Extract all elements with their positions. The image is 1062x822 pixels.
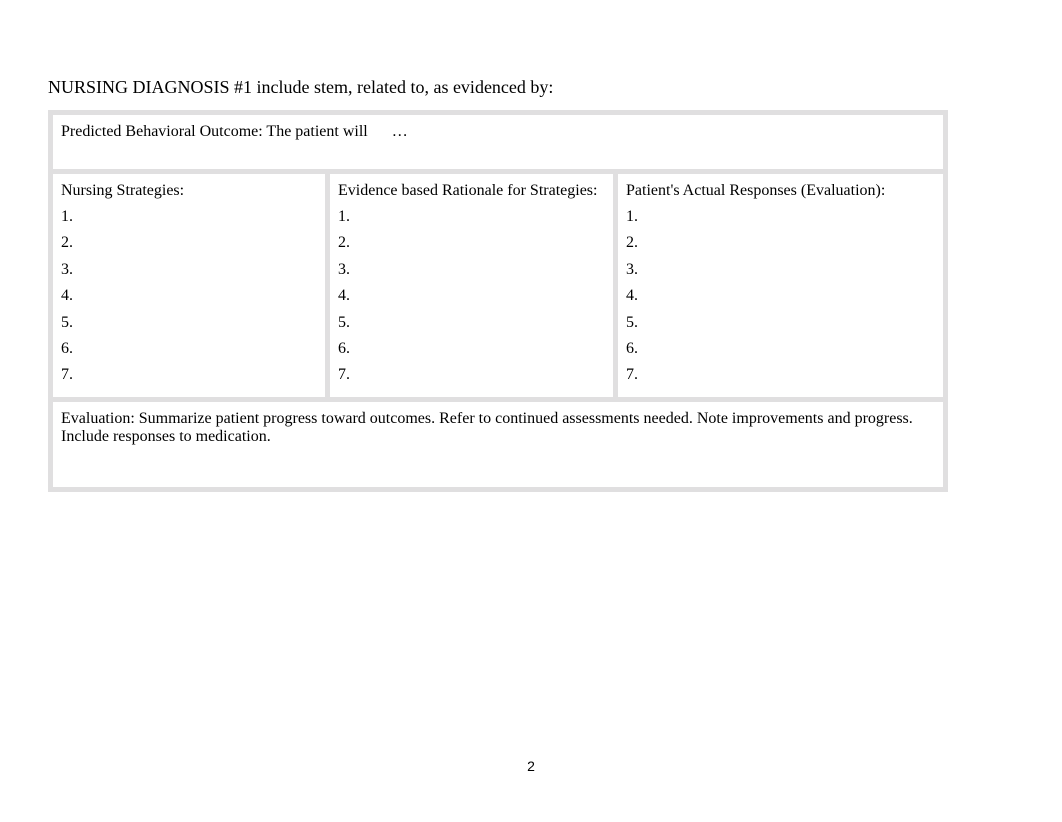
list-item: 2. bbox=[61, 230, 317, 256]
diagnosis-table: Predicted Behavioral Outcome: The patien… bbox=[48, 110, 948, 492]
nursing-strategies-column: Nursing Strategies: 1. 2. 3. 4. 5. 6. 7. bbox=[53, 174, 330, 397]
list-item: 6. bbox=[61, 336, 317, 362]
col2-header: Evidence based Rationale for Strategies: bbox=[338, 182, 605, 200]
rationale-column: Evidence based Rationale for Strategies:… bbox=[330, 174, 618, 397]
list-item: 3. bbox=[626, 257, 935, 283]
responses-column: Patient's Actual Responses (Evaluation):… bbox=[618, 174, 943, 397]
list-item: 2. bbox=[626, 230, 935, 256]
list-item: 5. bbox=[338, 310, 605, 336]
list-item: 3. bbox=[338, 257, 605, 283]
page-number: 2 bbox=[0, 758, 1062, 774]
three-column-section: Nursing Strategies: 1. 2. 3. 4. 5. 6. 7.… bbox=[53, 174, 943, 402]
list-item: 1. bbox=[626, 204, 935, 230]
list-item: 1. bbox=[338, 204, 605, 230]
list-item: 3. bbox=[61, 257, 317, 283]
evaluation-row: Evaluation: Summarize patient progress t… bbox=[53, 402, 943, 487]
list-item: 7. bbox=[338, 362, 605, 388]
outcome-label: Predicted Behavioral Outcome: The patien… bbox=[61, 123, 368, 140]
list-item: 1. bbox=[61, 204, 317, 230]
list-item: 5. bbox=[61, 310, 317, 336]
section-title: NURSING DIAGNOSIS #1 include stem, relat… bbox=[48, 77, 1014, 98]
list-item: 6. bbox=[626, 336, 935, 362]
list-item: 4. bbox=[626, 283, 935, 309]
list-item: 4. bbox=[61, 283, 317, 309]
list-item: 4. bbox=[338, 283, 605, 309]
col3-header: Patient's Actual Responses (Evaluation): bbox=[626, 182, 935, 200]
list-item: 7. bbox=[626, 362, 935, 388]
list-item: 2. bbox=[338, 230, 605, 256]
col1-header: Nursing Strategies: bbox=[61, 182, 317, 200]
list-item: 7. bbox=[61, 362, 317, 388]
outcome-trailing: … bbox=[392, 123, 408, 140]
list-item: 6. bbox=[338, 336, 605, 362]
outcome-row: Predicted Behavioral Outcome: The patien… bbox=[53, 115, 943, 174]
list-item: 5. bbox=[626, 310, 935, 336]
